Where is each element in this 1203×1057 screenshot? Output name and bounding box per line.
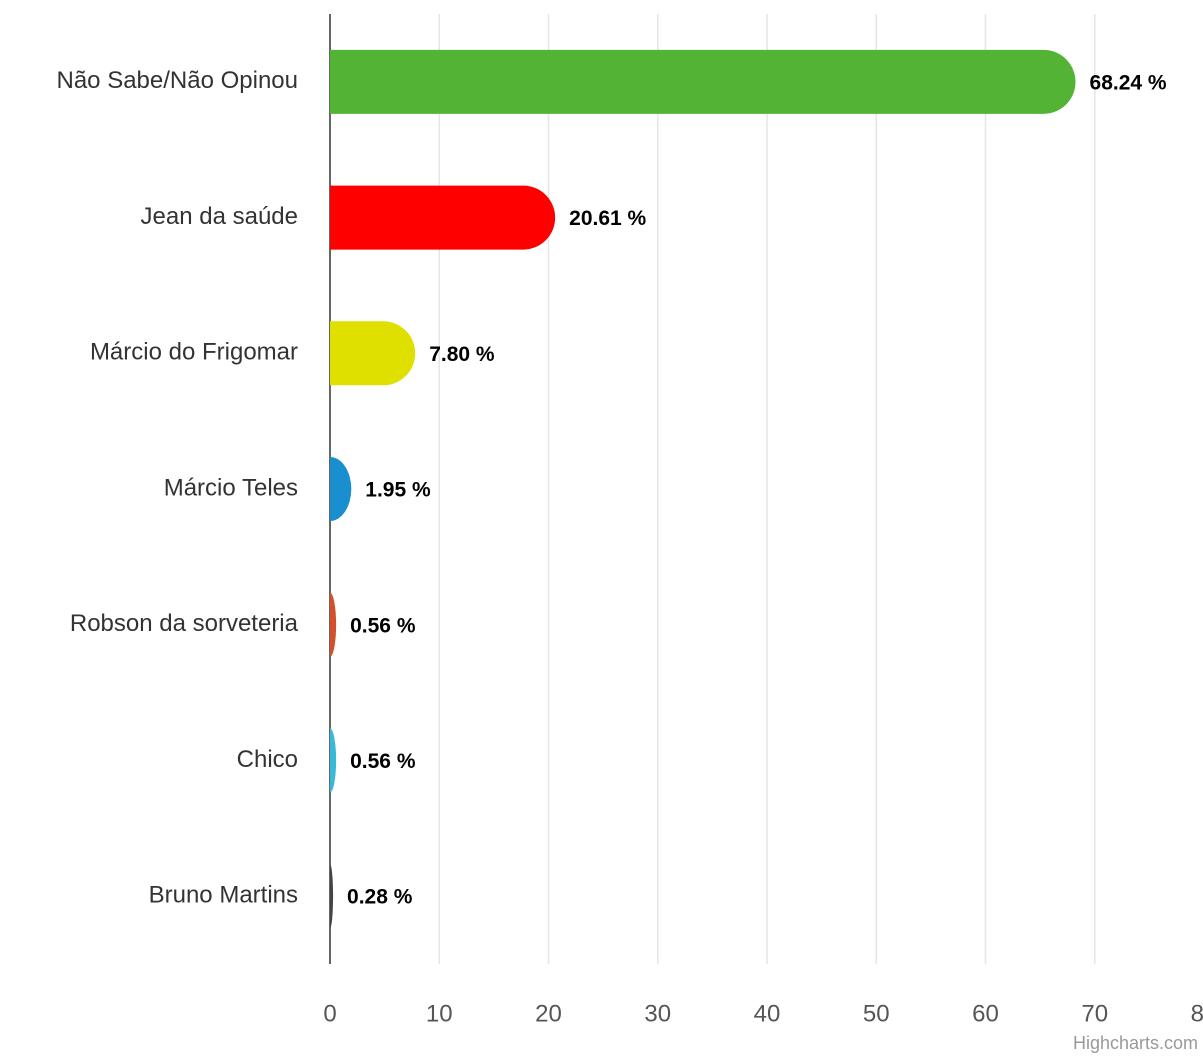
- credits: Highcharts.com: [1073, 1033, 1198, 1053]
- value-label: 68.24 %: [1090, 71, 1167, 94]
- y-tick-label: Jean da saúde: [141, 203, 298, 230]
- value-label: 1.95 %: [365, 479, 431, 502]
- x-tick-label: 70: [1081, 1000, 1108, 1027]
- bar: [330, 592, 337, 657]
- bar: [330, 457, 352, 521]
- y-tick-label: Robson da sorveteria: [70, 610, 299, 637]
- x-tick-label: 40: [754, 1000, 781, 1027]
- x-tick-label: 60: [972, 1000, 999, 1027]
- value-label: 7.80 %: [429, 343, 495, 366]
- value-label: 0.56 %: [350, 614, 416, 637]
- x-tick-label: 0: [323, 1000, 336, 1027]
- bar: [330, 864, 334, 929]
- x-tick-label: 80: [1191, 1000, 1203, 1027]
- value-label: 0.28 %: [347, 886, 413, 909]
- value-label: 20.61 %: [569, 207, 646, 230]
- x-tick-label: 20: [535, 1000, 562, 1027]
- bar: [330, 728, 337, 793]
- y-tick-label: Não Sabe/Não Opinou: [57, 67, 299, 94]
- bar: [330, 185, 556, 250]
- x-tick-label: 10: [426, 1000, 453, 1027]
- x-tick-label: 30: [644, 1000, 671, 1027]
- value-label: 0.56 %: [350, 750, 416, 773]
- bar: [330, 49, 1076, 114]
- x-tick-label: 50: [863, 1000, 890, 1027]
- bar: [330, 321, 416, 386]
- y-tick-label: Bruno Martins: [149, 881, 298, 908]
- y-tick-label: Márcio Teles: [164, 474, 298, 501]
- y-tick-label: Chico: [237, 746, 298, 773]
- y-tick-label: Márcio do Frigomar: [90, 339, 298, 366]
